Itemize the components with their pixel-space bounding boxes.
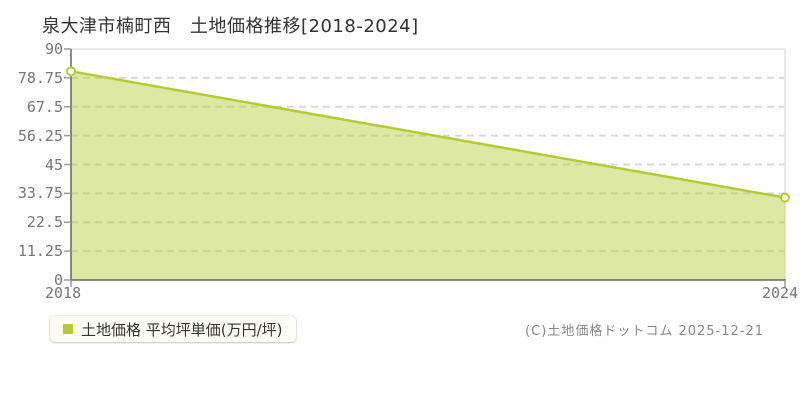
y-tick-label: 11.25	[17, 242, 63, 261]
y-tick-label: 0	[53, 271, 63, 289]
y-axis-labels: 0 11.25 22.5 33.75 45 56.25 67.5 78.75 90	[0, 0, 63, 300]
y-tick-label: 22.5	[26, 213, 63, 232]
copyright-text: (C)土地価格ドットコム 2025-12-21	[525, 324, 764, 339]
y-tick-label: 45	[44, 155, 63, 174]
area-fill	[71, 71, 785, 280]
x-tick-label: 2018	[45, 284, 82, 302]
y-tick-label: 78.75	[17, 68, 63, 87]
data-point-marker	[780, 192, 790, 203]
x-tick-label: 2024	[762, 284, 799, 302]
y-tick-label: 67.5	[26, 97, 63, 116]
y-tick-label: 90	[44, 40, 63, 58]
legend-marker-icon	[63, 324, 73, 334]
data-line	[70, 70, 786, 199]
legend: 土地価格 平均坪単価(万円/坪)	[50, 316, 296, 342]
chart-title: 泉大津市楠町西 土地価格推移[2018-2024]	[42, 16, 419, 37]
legend-label: 土地価格 平均坪単価(万円/坪)	[81, 320, 283, 339]
y-tick-label: 56.25	[17, 126, 63, 145]
y-tick-label: 33.75	[17, 184, 63, 203]
data-point-marker	[66, 66, 76, 77]
